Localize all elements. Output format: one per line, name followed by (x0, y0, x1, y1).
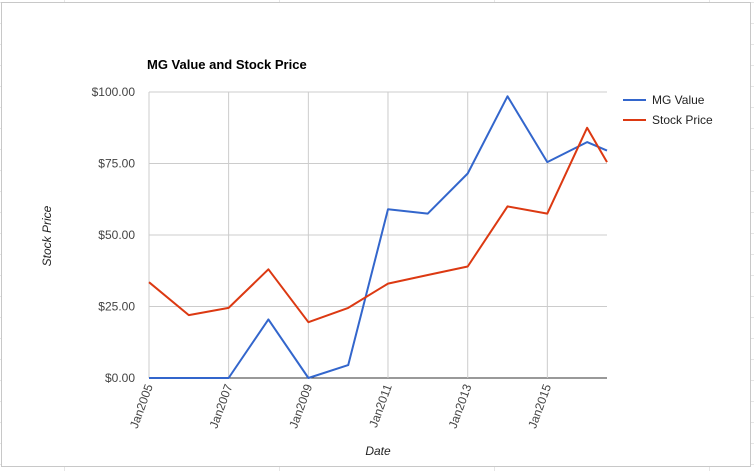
legend-entry: Stock Price (652, 113, 713, 127)
chart-card[interactable]: MG Value and Stock Price $0.00 $25.00 $50.… (1, 2, 751, 467)
series-line-stock-price (148, 126, 608, 324)
gridlines (148, 91, 607, 379)
x-tick-label: Jan2015 (525, 382, 554, 430)
series-lines (148, 95, 608, 379)
series-line-mg-value (149, 95, 608, 379)
x-axis-title: Date (365, 444, 391, 458)
y-tick-label: $0.00 (105, 371, 135, 385)
x-tick-label: Jan2009 (286, 382, 315, 430)
y-tick-label: $25.00 (98, 300, 135, 314)
y-tick-label: $50.00 (98, 228, 135, 242)
x-tick-label: Jan2005 (127, 382, 156, 430)
chart-title: MG Value and Stock Price (147, 57, 307, 72)
x-tick-label: Jan2013 (446, 382, 475, 430)
line-chart: MG Value and Stock Price $0.00 $25.00 $50.… (40, 57, 713, 458)
legend-entry: MG Value (652, 93, 705, 107)
y-tick-label: $75.00 (98, 157, 135, 171)
y-axis-title: Stock Price (40, 205, 54, 266)
y-tick-label: $100.00 (92, 85, 136, 99)
x-tick-label: Jan2007 (207, 382, 236, 430)
legend: MG Value Stock Price (623, 93, 713, 127)
x-tick-label: Jan2011 (366, 382, 395, 430)
